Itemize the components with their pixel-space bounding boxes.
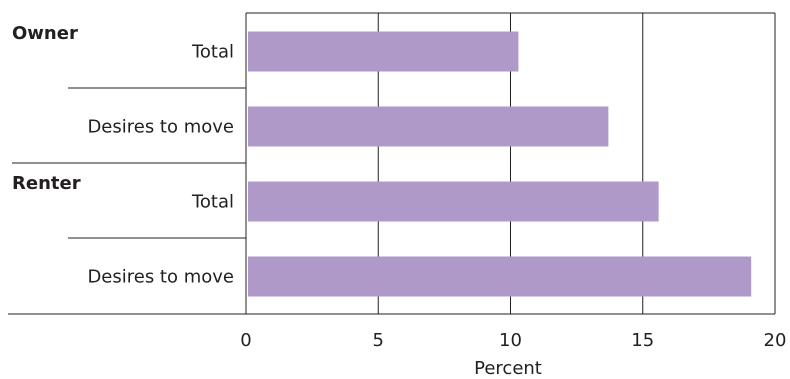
- x-tick-label-0: 0: [240, 330, 251, 351]
- category-label: Total: [191, 192, 234, 213]
- bar-renter-desires-to-move: [248, 256, 752, 297]
- x-tick-label-15: 15: [631, 330, 654, 351]
- x-axis-ticks: 0 5 10 15 20: [240, 330, 786, 351]
- x-axis-title: Percent: [474, 358, 542, 379]
- group-label-renter: Renter: [12, 173, 81, 194]
- bar-owner-total: [248, 31, 519, 72]
- category-label: Desires to move: [87, 117, 234, 138]
- x-tick-label-20: 20: [764, 330, 787, 351]
- x-tick-label-10: 10: [499, 330, 522, 351]
- group-label-owner: Owner: [12, 23, 78, 44]
- bar-renter-total: [248, 181, 659, 222]
- category-label: Desires to move: [87, 267, 234, 288]
- x-tick-label-5: 5: [373, 330, 384, 351]
- category-label: Total: [191, 42, 234, 63]
- category-labels: Total Owner Desires to move Total Renter Desi…: [12, 23, 234, 288]
- bar-owner-desires-to-move: [248, 106, 609, 147]
- bars: [248, 31, 752, 297]
